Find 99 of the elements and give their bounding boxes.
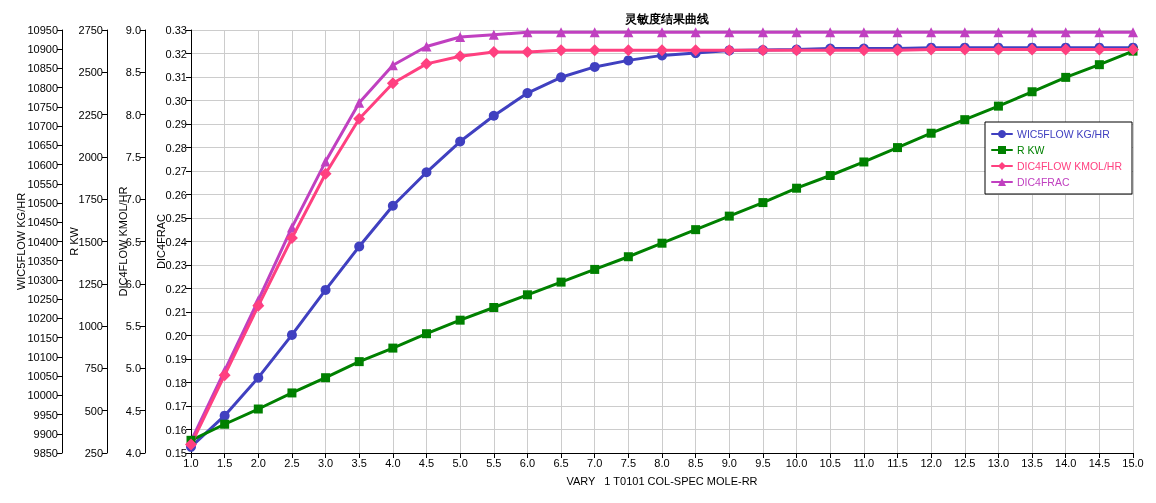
x-tick-label: 14.5 xyxy=(1088,456,1111,469)
legend-label: DIC4FLOW KMOL/HR xyxy=(1017,160,1123,172)
y2-tick-label: 10050 xyxy=(27,370,58,383)
y2-tick-label: 10850 xyxy=(27,62,58,75)
x-tick-label: 4.5 xyxy=(418,456,435,469)
x-tick-label: 13.0 xyxy=(987,456,1010,469)
y-tick-label: 0.15 xyxy=(165,447,187,459)
y2-tick-label: 10600 xyxy=(27,158,58,171)
x-tick-label: 7.0 xyxy=(587,456,603,469)
x-tick-label: 9.0 xyxy=(721,456,737,469)
x-tick-label: 5.5 xyxy=(486,456,502,469)
y2-tick-label: 1250 xyxy=(78,277,103,290)
x-tick-label: 15.0 xyxy=(1122,456,1144,469)
y-tick-label: 0.32 xyxy=(165,47,187,60)
y2-tick-label: 9850 xyxy=(33,447,58,459)
y-tick-label: 0.19 xyxy=(165,353,187,365)
y-tick-label: 5.5 xyxy=(125,320,141,333)
x-tick-label: 5.0 xyxy=(452,456,468,469)
legend-label: R KW xyxy=(1017,144,1045,156)
y-tick-label: 7.5 xyxy=(125,150,141,163)
y-tick-label: 0.29 xyxy=(165,118,187,130)
y2-tick-label: 10950 xyxy=(27,24,58,36)
y2-tick-label: 10100 xyxy=(27,350,58,363)
y2-tick-label: 1500 xyxy=(78,235,103,248)
y2-tick-label: 2750 xyxy=(78,24,103,36)
y2-tick-label: 2000 xyxy=(78,150,103,163)
x-tick-label: 7.5 xyxy=(620,456,637,469)
x-tick-label: 8.0 xyxy=(654,456,670,469)
y2-axis-title: WIC5FLOW KG/HR xyxy=(14,192,27,291)
y-axis-title: DIC4FRAC xyxy=(154,213,167,270)
chart-title: 灵敏度结果曲线 xyxy=(625,12,709,26)
x-tick-label: 3.5 xyxy=(351,456,367,469)
x-tick-label: 8.5 xyxy=(687,456,704,469)
x-axis-title: VARY 1 T0101 COL-SPEC MOLE-RR xyxy=(566,474,758,487)
y-tick-label: 9.0 xyxy=(125,24,141,36)
y2-tick-label: 10350 xyxy=(27,254,58,267)
y-tick-label: 0.22 xyxy=(165,282,187,295)
y-tick-label: 0.30 xyxy=(165,94,187,107)
y-tick-label: 0.17 xyxy=(165,400,187,412)
y2-tick-label: 10650 xyxy=(27,139,58,152)
y-tick-label: 5.0 xyxy=(125,362,141,375)
y-tick-label: 0.27 xyxy=(165,165,187,177)
y2-tick-label: 500 xyxy=(84,404,103,417)
x-tick-label: 4.0 xyxy=(385,456,401,469)
y2-tick-label: 10200 xyxy=(27,312,58,325)
y-tick-label: 0.26 xyxy=(165,188,187,201)
y-tick-label: 8.0 xyxy=(125,108,141,121)
x-tick-label: 3.0 xyxy=(317,456,334,469)
x-tick-label: 12.0 xyxy=(920,456,942,469)
y2-tick-label: 10500 xyxy=(27,197,58,210)
x-tick-label: 11.0 xyxy=(853,456,875,469)
y2-tick-label: 10450 xyxy=(27,216,58,229)
y2-tick-label: 1000 xyxy=(78,320,103,333)
y2-tick-label: 10400 xyxy=(27,235,58,248)
y2-tick-label: 10700 xyxy=(27,120,58,133)
y2-tick-label: 1750 xyxy=(78,193,103,206)
y2-tick-label: 750 xyxy=(84,362,103,375)
y-tick-label: 0.18 xyxy=(165,376,187,389)
y-tick-label: 8.5 xyxy=(125,66,141,79)
y-tick-label: 0.25 xyxy=(165,212,187,224)
y-tick-label: 0.16 xyxy=(165,423,187,436)
x-tick-label: 13.5 xyxy=(1021,456,1043,469)
x-tick-label: 14.0 xyxy=(1055,456,1077,469)
y2-tick-label: 10750 xyxy=(27,100,58,113)
y-tick-label: 0.28 xyxy=(165,141,187,154)
y2-tick-label: 10300 xyxy=(27,273,58,286)
y2-axis-title: R KW xyxy=(67,226,80,256)
y2-tick-label: 10800 xyxy=(27,81,58,94)
y2-tick-label: 2250 xyxy=(78,108,103,121)
y-tick-label: 0.23 xyxy=(165,259,187,271)
y-tick-label: 0.20 xyxy=(165,329,187,342)
y-tick-label: 0.24 xyxy=(165,235,187,248)
y2-tick-label: 10250 xyxy=(27,293,58,306)
x-tick-label: 2.0 xyxy=(250,456,266,469)
y-tick-label: 4.5 xyxy=(125,404,141,417)
x-tick-label: 1.0 xyxy=(183,456,199,469)
x-tick-label: 1.5 xyxy=(216,456,233,469)
legend-label: WIC5FLOW KG/HR xyxy=(1017,128,1111,140)
y-tick-label: 0.21 xyxy=(165,306,187,318)
x-tick-label: 12.5 xyxy=(954,456,976,469)
x-tick-label: 6.0 xyxy=(519,456,536,469)
x-tick-label: 10.5 xyxy=(819,456,841,469)
y-tick-label: 0.31 xyxy=(165,71,187,83)
y2-tick-label: 10900 xyxy=(27,43,58,56)
y2-tick-label: 9950 xyxy=(33,408,58,421)
y2-tick-label: 2500 xyxy=(78,66,103,79)
x-tick-label: 9.5 xyxy=(755,456,771,469)
legend-label: DIC4FRAC xyxy=(1017,176,1070,188)
y2-tick-label: 9900 xyxy=(33,427,58,440)
x-tick-label: 11.5 xyxy=(887,456,908,469)
y2-tick-label: 10150 xyxy=(27,331,58,344)
y-tick-label: 4.0 xyxy=(125,447,141,459)
y2-tick-label: 250 xyxy=(84,447,103,459)
y-tick-label: 0.33 xyxy=(165,24,187,36)
x-tick-label: 6.5 xyxy=(553,456,569,469)
x-tick-label: 2.5 xyxy=(284,456,300,469)
y2-tick-label: 10000 xyxy=(27,389,58,402)
x-tick-label: 10.0 xyxy=(785,456,808,469)
y2-tick-label: 10550 xyxy=(27,177,58,190)
